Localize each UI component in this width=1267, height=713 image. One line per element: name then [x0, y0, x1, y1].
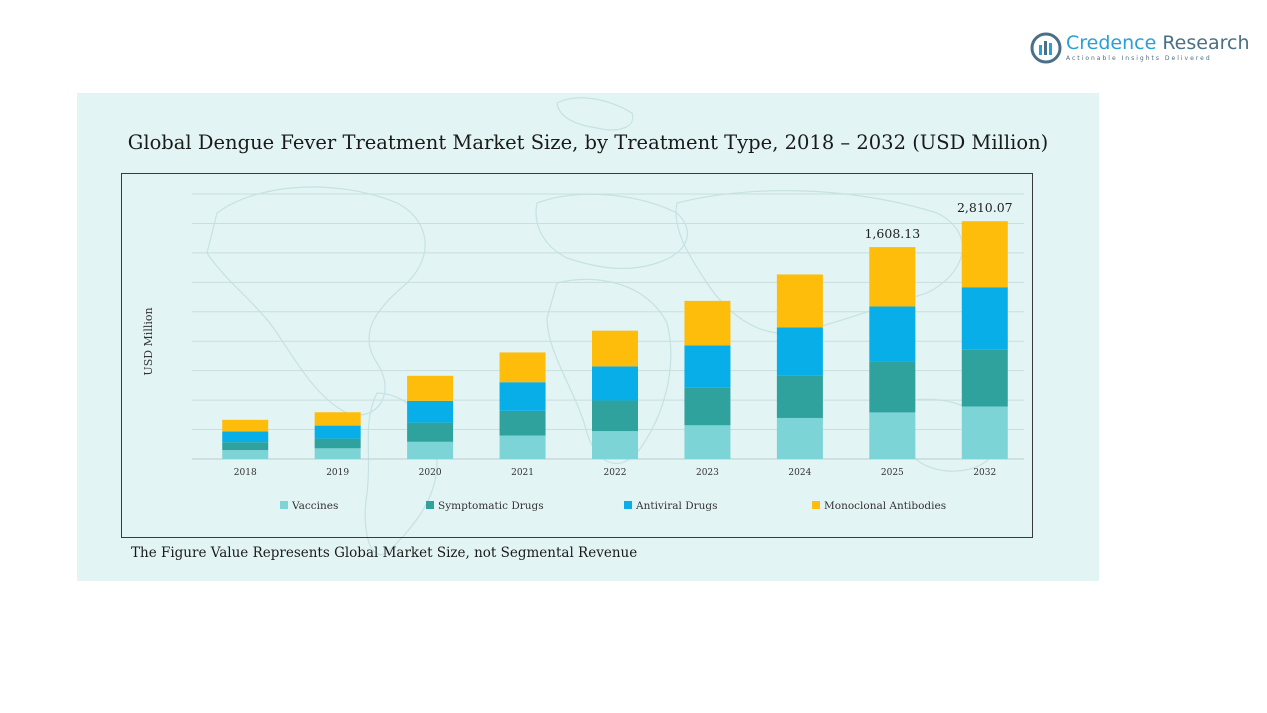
bar-segment-vaccines: [684, 425, 731, 459]
logo-word-credence: Credence: [1066, 32, 1157, 54]
bar-segment-symptomatic-drugs: [776, 375, 823, 418]
bar-segment-symptomatic-drugs: [407, 422, 454, 442]
bar-segment-vaccines: [776, 417, 823, 459]
bar-segment-vaccines: [499, 435, 546, 459]
legend-label: Monoclonal Antibodies: [824, 500, 946, 512]
x-tick-label: 2019: [326, 468, 349, 478]
bar-segment-antiviral-drugs: [314, 425, 361, 439]
legend-label: Vaccines: [291, 500, 338, 512]
bar-segment-monoclonal-antibodies: [499, 352, 546, 383]
bar-segment-monoclonal-antibodies: [961, 221, 1008, 288]
legend-swatch-antiviral-drugs: [624, 501, 632, 509]
bar-segment-symptomatic-drugs: [684, 387, 731, 426]
bar-segment-antiviral-drugs: [776, 327, 823, 376]
footnote: The Figure Value Represents Global Marke…: [131, 545, 638, 561]
bar-segment-monoclonal-antibodies: [314, 412, 361, 426]
bar-segment-vaccines: [592, 431, 638, 459]
bar-segment-antiviral-drugs: [684, 345, 731, 388]
plot-area: USD Million 2018 2019 2020 2021 2022 2023 2024 2…: [121, 173, 1033, 538]
legend-swatch-vaccines: [280, 501, 288, 509]
bar-segment-monoclonal-antibodies: [407, 375, 454, 401]
x-tick-label: 2023: [696, 468, 719, 478]
legend-label: Antiviral Drugs: [635, 500, 718, 512]
bar-segment-monoclonal-antibodies: [222, 419, 269, 432]
bar-total-label: 1,608.13: [864, 226, 920, 241]
bar-segment-vaccines: [222, 450, 269, 459]
logo-word-research: Research: [1162, 32, 1250, 54]
legend-swatch-symptomatic-drugs: [426, 501, 434, 509]
bar-segment-vaccines: [869, 412, 916, 459]
bar-segment-symptomatic-drugs: [869, 361, 916, 413]
x-tick-label: 2024: [788, 468, 811, 478]
legend-label: Symptomatic Drugs: [438, 500, 544, 512]
bar-segment-symptomatic-drugs: [961, 349, 1008, 407]
bar-segment-symptomatic-drugs: [499, 410, 546, 436]
x-tick-label: 2021: [511, 468, 534, 478]
logo-brand-name: Credence Research: [1066, 32, 1249, 54]
logo-tagline: Actionable Insights Delivered: [1066, 55, 1212, 62]
chart-panel: Global Dengue Fever Treatment Market Siz…: [77, 93, 1099, 581]
bar-segment-monoclonal-antibodies: [592, 330, 638, 367]
bar-segment-monoclonal-antibodies: [869, 247, 916, 307]
bar-segment-symptomatic-drugs: [314, 438, 361, 449]
stacked-bar-chart: USD Million 2018 2019 2020 2021 2022 2023 2024 2…: [142, 193, 1024, 512]
bar-total-label: 2,810.07: [957, 200, 1013, 215]
bar-segment-antiviral-drugs: [869, 306, 916, 362]
legend-swatch-monoclonal-antibodies: [812, 501, 820, 509]
bar-segment-antiviral-drugs: [592, 366, 638, 401]
bar-segment-antiviral-drugs: [222, 431, 269, 443]
bar-segment-monoclonal-antibodies: [684, 300, 731, 346]
credence-logo-icon: [1030, 32, 1062, 64]
x-tick-label: 2025: [881, 468, 904, 478]
bar-segment-symptomatic-drugs: [222, 442, 269, 451]
x-tick-label: 2018: [234, 468, 257, 478]
chart-title: Global Dengue Fever Treatment Market Siz…: [127, 131, 1049, 154]
x-tick-label: 2032: [973, 468, 996, 478]
bar-segment-vaccines: [407, 441, 454, 459]
bar-segment-vaccines: [314, 448, 361, 459]
company-logo: Credence Research Actionable Insights De…: [1030, 30, 1249, 66]
y-axis-label: USD Million: [142, 307, 155, 375]
bar-segment-antiviral-drugs: [407, 400, 454, 423]
x-tick-label: 2020: [419, 468, 442, 478]
bar-segment-symptomatic-drugs: [592, 400, 638, 432]
x-tick-label: 2022: [604, 468, 627, 478]
bar-segment-vaccines: [961, 406, 1008, 459]
bar-segment-antiviral-drugs: [499, 382, 546, 411]
bar-segment-antiviral-drugs: [961, 287, 1008, 350]
bar-segment-monoclonal-antibodies: [776, 274, 823, 328]
